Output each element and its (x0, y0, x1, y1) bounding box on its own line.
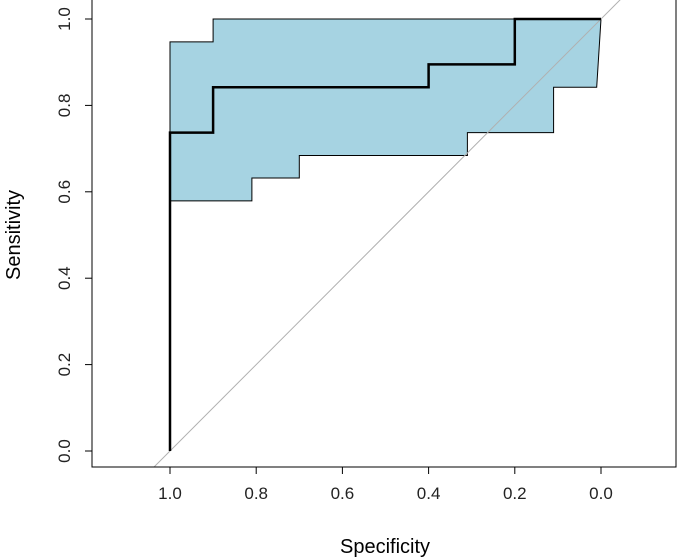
axes-layer (91, 0, 677, 468)
y-tick-label: 0.6 (55, 180, 74, 204)
x-tick-label: 0.4 (417, 484, 441, 503)
y-tick-label: 0.4 (55, 266, 74, 290)
x-axis-ticks: 1.0 0.8 0.6 0.4 0.2 0.0 (158, 467, 613, 503)
reference-line-layer (153, 0, 621, 467)
x-axis-title: Specificity (340, 536, 430, 558)
reference-diagonal (153, 0, 621, 467)
x-tick-label: 0.2 (503, 484, 527, 503)
y-tick-label: 0.8 (55, 94, 74, 118)
y-tick-label: 1.0 (55, 7, 74, 31)
y-tick-label: 0.0 (55, 439, 74, 463)
x-tick-label: 0.6 (331, 484, 355, 503)
y-axis-title: Sensitivity (3, 190, 25, 280)
x-tick-label: 1.0 (158, 484, 182, 503)
y-axis-ticks: 0.0 0.2 0.4 0.6 0.8 1.0 (55, 7, 92, 463)
y-tick-label: 0.2 (55, 353, 74, 377)
x-tick-label: 0.0 (589, 484, 613, 503)
roc-curve-line (168, 17, 601, 451)
plot-frame (91, 0, 677, 468)
x-tick-label: 0.8 (244, 484, 268, 503)
roc-series-layer (168, 17, 601, 451)
